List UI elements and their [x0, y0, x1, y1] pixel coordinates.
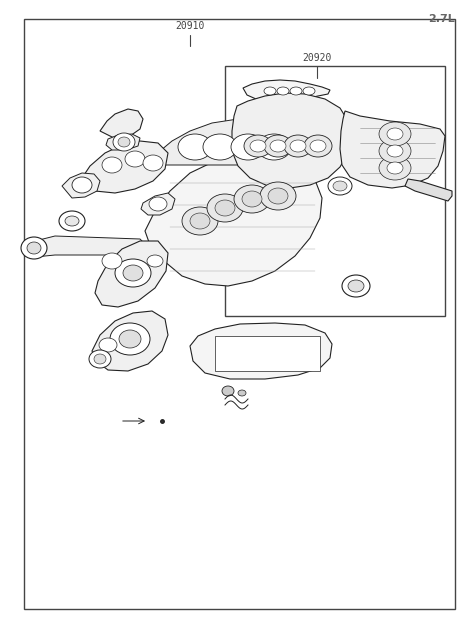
Ellipse shape [270, 140, 286, 152]
Ellipse shape [379, 156, 411, 180]
Ellipse shape [215, 200, 235, 216]
Ellipse shape [234, 185, 270, 213]
Ellipse shape [303, 87, 315, 95]
Ellipse shape [333, 181, 347, 191]
Polygon shape [340, 111, 445, 188]
Polygon shape [243, 80, 330, 101]
Ellipse shape [123, 265, 143, 281]
Ellipse shape [257, 134, 291, 160]
Ellipse shape [72, 177, 92, 193]
Polygon shape [155, 119, 318, 165]
Ellipse shape [290, 87, 302, 95]
Ellipse shape [125, 151, 145, 167]
Ellipse shape [238, 390, 246, 396]
Ellipse shape [342, 275, 370, 297]
Ellipse shape [102, 253, 122, 269]
Ellipse shape [244, 135, 272, 157]
Polygon shape [28, 236, 148, 257]
Polygon shape [405, 179, 452, 201]
Ellipse shape [290, 140, 306, 152]
Polygon shape [145, 153, 322, 286]
Ellipse shape [250, 140, 266, 152]
Ellipse shape [118, 137, 130, 147]
Ellipse shape [260, 182, 296, 210]
Ellipse shape [387, 145, 403, 157]
Ellipse shape [203, 134, 237, 160]
Bar [215, 336, 320, 371]
Ellipse shape [65, 216, 79, 226]
Ellipse shape [59, 211, 85, 231]
Ellipse shape [102, 157, 122, 173]
Ellipse shape [207, 194, 243, 222]
Polygon shape [106, 134, 140, 150]
Ellipse shape [89, 350, 111, 368]
Ellipse shape [379, 139, 411, 163]
Ellipse shape [113, 133, 135, 151]
Bar [225, 66, 445, 316]
Ellipse shape [99, 338, 117, 352]
Ellipse shape [190, 213, 210, 229]
Polygon shape [232, 93, 350, 188]
Ellipse shape [115, 259, 151, 287]
Ellipse shape [178, 134, 212, 160]
Ellipse shape [231, 134, 265, 160]
Ellipse shape [387, 128, 403, 140]
Ellipse shape [328, 177, 352, 195]
Ellipse shape [387, 162, 403, 174]
Text: 2.7L: 2.7L [428, 14, 455, 24]
Ellipse shape [147, 255, 163, 267]
Polygon shape [92, 311, 168, 371]
Ellipse shape [143, 155, 163, 171]
Ellipse shape [264, 135, 292, 157]
Text: 20910: 20910 [175, 21, 205, 31]
Ellipse shape [119, 330, 141, 348]
Ellipse shape [379, 122, 411, 146]
Ellipse shape [21, 237, 47, 259]
Ellipse shape [222, 386, 234, 396]
Ellipse shape [110, 323, 150, 355]
Ellipse shape [310, 140, 326, 152]
Ellipse shape [149, 197, 167, 211]
Polygon shape [190, 323, 332, 379]
Ellipse shape [264, 87, 276, 95]
Ellipse shape [182, 207, 218, 235]
Ellipse shape [27, 242, 41, 254]
Polygon shape [95, 241, 168, 307]
Ellipse shape [284, 135, 312, 157]
Ellipse shape [348, 280, 364, 292]
Text: 20920: 20920 [302, 53, 332, 63]
Ellipse shape [304, 135, 332, 157]
Ellipse shape [277, 87, 289, 95]
Polygon shape [100, 109, 143, 139]
Ellipse shape [268, 188, 288, 204]
Polygon shape [141, 193, 175, 215]
Polygon shape [62, 173, 100, 198]
Polygon shape [80, 141, 168, 193]
Ellipse shape [94, 354, 106, 364]
Ellipse shape [242, 191, 262, 207]
